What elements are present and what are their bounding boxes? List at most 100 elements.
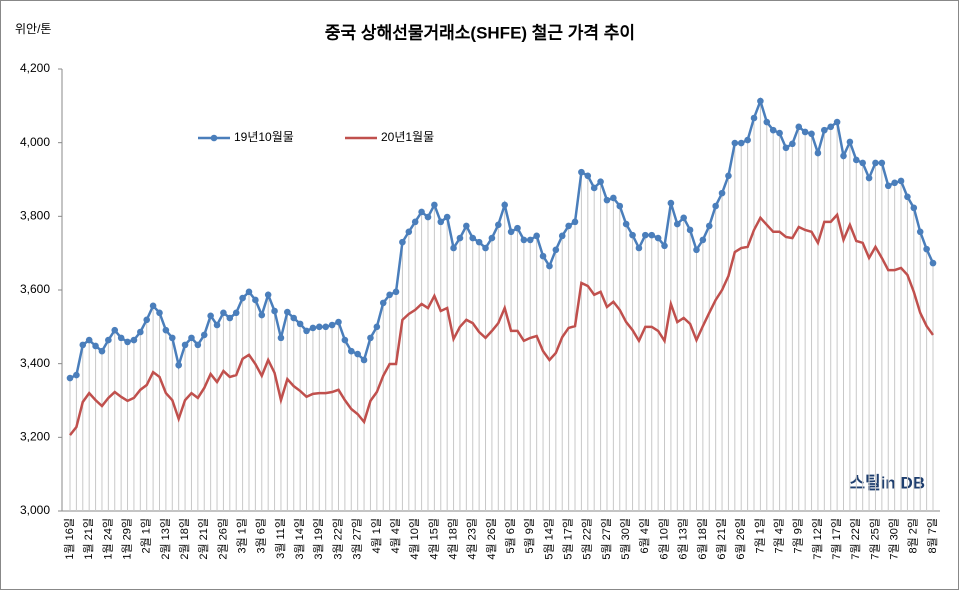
point — [558, 232, 566, 240]
point — [405, 228, 413, 236]
point — [686, 226, 694, 234]
point — [705, 222, 713, 230]
point — [526, 236, 534, 244]
x-tick-label: 2월 1일 — [139, 518, 153, 554]
watermark: 스틸in DB — [849, 472, 925, 492]
point — [316, 323, 323, 331]
point — [149, 302, 157, 310]
x-tick-label: 2월 13일 — [158, 518, 172, 560]
y-tick-label: 3,800 — [20, 209, 50, 223]
point — [495, 221, 502, 229]
y-tick-label: 3,400 — [20, 356, 50, 370]
point — [130, 336, 138, 344]
point — [872, 159, 879, 167]
point — [232, 309, 240, 317]
x-tick-label: 6월 18일 — [695, 518, 709, 560]
point — [335, 318, 342, 326]
point — [789, 140, 796, 148]
x-tick-label: 7월 30일 — [887, 518, 901, 560]
point — [367, 334, 374, 342]
point — [456, 234, 464, 242]
point — [699, 236, 707, 244]
point — [488, 234, 496, 242]
point — [725, 172, 732, 180]
point — [565, 222, 572, 230]
point — [776, 129, 783, 137]
point — [309, 324, 317, 332]
x-tick-label: 3월 11일 — [273, 518, 287, 559]
point — [322, 323, 330, 331]
series-line — [69, 212, 935, 436]
point — [808, 130, 815, 138]
point — [929, 259, 937, 267]
x-tick-label: 7월 9일 — [791, 518, 805, 554]
point — [399, 238, 406, 246]
x-tick-label: 6월 10일 — [656, 518, 670, 560]
point — [437, 218, 445, 226]
point — [290, 314, 298, 322]
y-tick-label: 4,200 — [20, 61, 50, 75]
point — [296, 320, 304, 328]
point — [571, 218, 579, 226]
x-tick-label: 4월 1일 — [369, 518, 383, 554]
x-tick-label: 8월 7일 — [925, 518, 939, 554]
point — [79, 341, 87, 349]
point — [239, 294, 246, 302]
point — [200, 331, 208, 339]
point — [175, 361, 182, 369]
point — [194, 341, 202, 349]
point — [821, 126, 828, 134]
point — [347, 347, 355, 355]
point — [520, 236, 528, 244]
point — [539, 252, 547, 260]
x-tick-label: 5월 17일 — [561, 518, 575, 560]
y-tick-label: 3,600 — [20, 282, 50, 296]
x-tick-label: 6월 26일 — [733, 518, 747, 560]
point — [718, 189, 726, 197]
x-tick-label: 3월 22일 — [330, 518, 344, 560]
x-tick-label: 4월 4일 — [388, 518, 402, 554]
point — [546, 262, 553, 270]
point — [578, 168, 585, 176]
point — [846, 138, 854, 146]
point — [284, 308, 291, 316]
x-tick-label: 3월 1일 — [235, 518, 249, 554]
point — [769, 126, 777, 134]
point — [188, 334, 195, 342]
x-tick-label: 8월 2일 — [906, 518, 920, 554]
point — [923, 245, 930, 253]
x-tick-label: 5월 30일 — [618, 518, 632, 560]
point — [431, 201, 438, 209]
point — [635, 244, 643, 252]
point — [501, 201, 508, 209]
point — [379, 299, 387, 307]
x-tick-label: 4월 10일 — [407, 518, 421, 560]
point — [584, 172, 592, 180]
point — [750, 114, 758, 122]
point — [616, 202, 624, 210]
legend-label: 19년10월물 — [234, 130, 294, 144]
point — [795, 123, 803, 131]
point — [463, 222, 470, 230]
point — [852, 156, 860, 164]
x-tick-label: 3월 14일 — [292, 518, 306, 560]
point — [482, 244, 489, 252]
legend-marker — [210, 134, 218, 142]
point — [105, 336, 112, 344]
point — [904, 193, 911, 201]
x-tick-label: 4월 26일 — [484, 518, 498, 560]
point — [124, 338, 131, 346]
point — [693, 246, 700, 254]
x-tick-label: 7월 25일 — [867, 518, 881, 560]
point — [910, 204, 918, 212]
point — [629, 231, 636, 239]
point — [680, 214, 687, 222]
x-tick-label: 6월 4일 — [637, 518, 651, 554]
point — [277, 334, 285, 342]
point — [207, 312, 214, 320]
point — [143, 316, 151, 324]
x-tick-label: 1월 16일 — [62, 518, 76, 560]
point — [865, 174, 873, 182]
x-tick-label: 1월 24일 — [100, 518, 114, 560]
